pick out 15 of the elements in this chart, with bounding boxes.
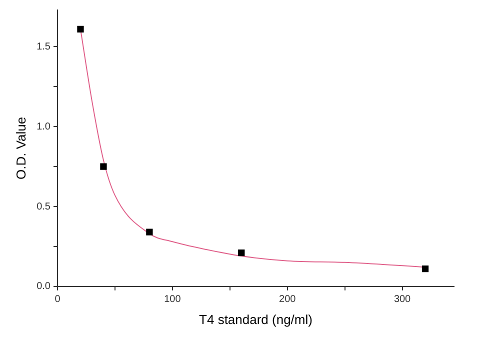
y-tick-label: 1.5 [36,41,51,52]
point [238,250,245,256]
point [146,228,153,236]
point [422,265,429,272]
x-tick-label: 300 [394,294,412,306]
y-tick-label: 1.0 [36,121,51,132]
x-tick-label: 0 [54,294,61,306]
y-tick-label: 0.0 [36,281,51,292]
x-tick-label: 100 [164,294,182,306]
point [100,163,107,170]
point [77,26,84,32]
x-axis-title: T4 standard (ng/ml) [199,312,312,327]
y-tick-label: 0.5 [36,201,51,212]
y-axis-title: O.D. Value [13,116,28,180]
x-tick-label: 200 [279,294,296,306]
